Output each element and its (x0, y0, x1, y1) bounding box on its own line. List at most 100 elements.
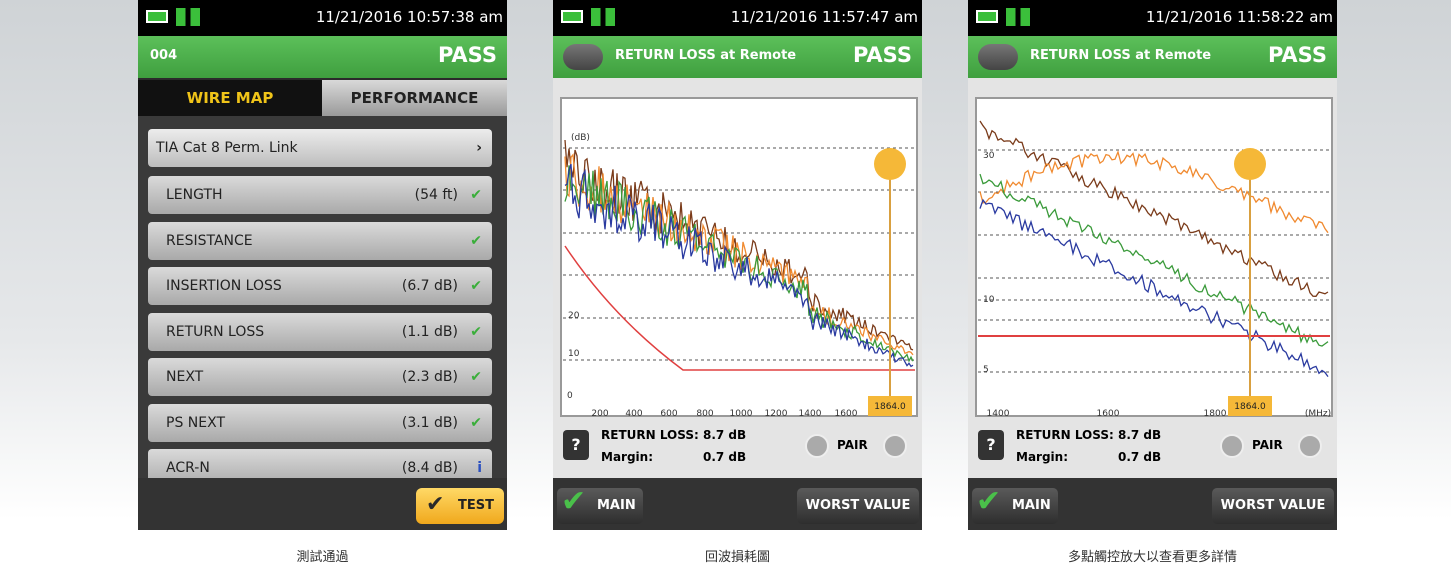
readout-value: 8.7 dB (1118, 428, 1161, 442)
battery-icon (976, 10, 998, 23)
chart-area: 30105140016001800(MHz)1864.0 (968, 78, 1337, 420)
bottom-bar: ✔MAIN WORST VALUE (968, 478, 1337, 530)
page: 11/21/2016 10:57:38 am 004 PASS WIRE MAPPER… (0, 0, 1451, 565)
test-row[interactable]: RESISTANCE✔ (148, 222, 492, 260)
status-time: 11/21/2016 10:57:38 am (316, 8, 503, 26)
y-label: 10 (568, 349, 580, 359)
y-label: 5 (983, 365, 989, 375)
main-button[interactable]: ✔MAIN (557, 488, 643, 524)
battery-icon (146, 10, 168, 23)
y-label: 0 (567, 391, 573, 401)
next-pair[interactable] (883, 434, 907, 458)
test-value: (54 ft) (415, 176, 458, 214)
button-label: TEST (458, 498, 494, 513)
test-name: PS NEXT (166, 404, 225, 442)
result: PASS (1268, 43, 1327, 67)
chart-area: (dB)201002004006008001000120014001600186… (553, 78, 922, 420)
help-button[interactable]: ? (563, 430, 589, 460)
cursor-handle[interactable] (874, 148, 906, 180)
y-label: (dB) (571, 133, 590, 143)
test-row[interactable]: INSERTION LOSS (6.7 dB) ✔ (148, 267, 492, 305)
caption: 回波損耗圖 (553, 546, 922, 565)
chevron: › (476, 129, 482, 167)
button-label: WORST VALUE (797, 488, 919, 524)
x-label: 1400 (799, 409, 822, 419)
tab[interactable]: PERFORMANCE (322, 80, 507, 116)
readout-area: ? RETURN LOSS: 8.7 dB Margin: 0.7 dB PAIR (553, 420, 922, 478)
x-label: 1000 (730, 409, 753, 419)
test-button[interactable]: ✔ TEST (416, 488, 504, 524)
y-label: 10 (983, 295, 995, 305)
result: PASS (853, 43, 912, 67)
test-name: INSERTION LOSS (166, 267, 282, 305)
check-icon: ✔ (426, 492, 444, 517)
main-button[interactable]: ✔MAIN (972, 488, 1058, 524)
header-title: RETURN LOSS at Remote (615, 48, 796, 63)
readout-label: RETURN LOSS: (601, 428, 699, 442)
header: RETURN LOSS at Remote PASS (553, 36, 922, 78)
status-bar: 11/21/2016 11:58:22 am (968, 0, 1337, 36)
cursor-handle[interactable] (1234, 148, 1266, 180)
readout-label: RETURN LOSS: (1016, 428, 1114, 442)
test-row[interactable]: RETURN LOSS(1.1 dB)✔ (148, 313, 492, 351)
check-icon: ✔ (470, 222, 482, 260)
worst-value-button[interactable]: WORST VALUE (1212, 488, 1334, 524)
status-bar: 11/21/2016 11:57:47 am (553, 0, 922, 36)
tab-active[interactable]: WIRE MAP (138, 80, 322, 116)
screen: 11/21/2016 11:58:22 am RETURN LOSS at Rem… (968, 0, 1337, 530)
x-label: 400 (625, 409, 642, 419)
prev-pair[interactable] (805, 434, 829, 458)
x-label: 200 (591, 409, 608, 419)
x-label: 800 (696, 409, 713, 419)
status-bar: 11/21/2016 10:57:38 am (138, 0, 507, 36)
bottom-bar: ✔ TEST (138, 478, 507, 530)
plot-frame (976, 98, 1332, 416)
header-title: RETURN LOSS at Remote (1030, 48, 1211, 63)
test-row[interactable]: NEXT (2.3 dB) ✔ (148, 358, 492, 396)
limit-row[interactable]: TIA Cat 8 Perm. Link › (148, 129, 492, 167)
limit-name: TIA Cat 8 Perm. Link (156, 129, 298, 167)
margin-label: Margin: (1016, 450, 1068, 464)
pair-label: PAIR (837, 438, 868, 452)
cursor-value: 1864.0 (874, 402, 906, 412)
check-icon: ✔ (470, 176, 482, 214)
back-button[interactable] (978, 44, 1018, 70)
x-label: (MHz) (1305, 409, 1331, 419)
margin-label: Margin: (601, 450, 653, 464)
status-time: 11/21/2016 11:58:22 am (1146, 8, 1333, 26)
header-label: 004 (150, 48, 177, 63)
prev-pair[interactable] (1220, 434, 1244, 458)
pair-label: PAIR (1252, 438, 1283, 452)
test-row[interactable]: PS NEXT(3.1 dB)✔ (148, 404, 492, 442)
bottom-bar: ✔MAIN WORST VALUE (553, 478, 922, 530)
test-value: (6.7 dB) (402, 267, 458, 305)
check-icon: ✔ (561, 484, 586, 520)
next-pair[interactable] (1298, 434, 1322, 458)
result: PASS (438, 43, 497, 67)
x-label: 1200 (765, 409, 788, 419)
margin-value: 0.7 dB (703, 450, 746, 464)
battery-icon (561, 10, 583, 23)
test-name: RETURN LOSS (166, 313, 264, 351)
worst-value-button[interactable]: WORST VALUE (797, 488, 919, 524)
y-label: 30 (983, 151, 995, 161)
x-label: 1400 (987, 409, 1010, 419)
check-icon: ✔ (470, 404, 482, 442)
check-icon: ✔ (470, 358, 482, 396)
test-row[interactable]: LENGTH(54 ft)✔ (148, 176, 492, 214)
readout-value: 8.7 dB (703, 428, 746, 442)
caption: 多點觸控放大以查看更多詳情 (968, 546, 1337, 565)
x-label: 1600 (835, 409, 858, 419)
test-value: (2.3 dB) (402, 358, 458, 396)
device-icon (591, 8, 615, 26)
check-icon: ✔ (470, 267, 482, 305)
caption: 測試通過 (138, 546, 507, 565)
back-button[interactable] (563, 44, 603, 70)
chart: 30105140016001800(MHz)1864.0 (968, 78, 1337, 420)
help-button[interactable]: ? (978, 430, 1004, 460)
test-name: NEXT (166, 358, 203, 396)
